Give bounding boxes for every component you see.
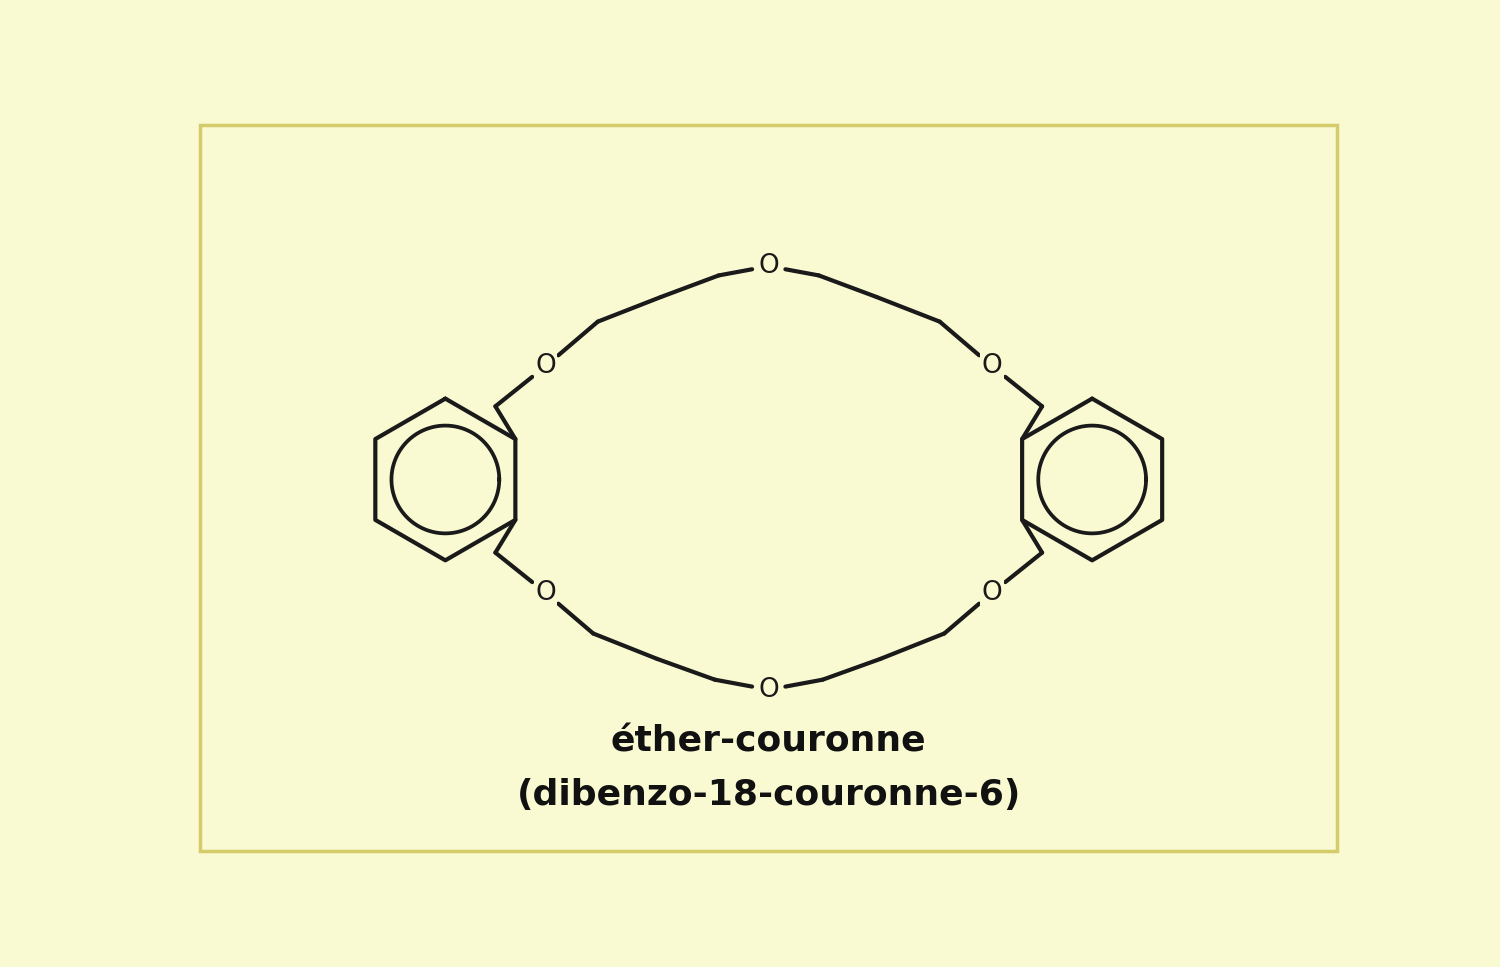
Text: O: O	[759, 253, 778, 279]
Text: O: O	[981, 353, 1002, 379]
Text: O: O	[536, 353, 556, 379]
Text: O: O	[981, 579, 1002, 605]
Text: éther-couronne: éther-couronne	[610, 724, 927, 758]
Text: (dibenzo-18-couronne-6): (dibenzo-18-couronne-6)	[516, 778, 1022, 812]
Text: O: O	[759, 677, 778, 703]
Text: O: O	[536, 579, 556, 605]
